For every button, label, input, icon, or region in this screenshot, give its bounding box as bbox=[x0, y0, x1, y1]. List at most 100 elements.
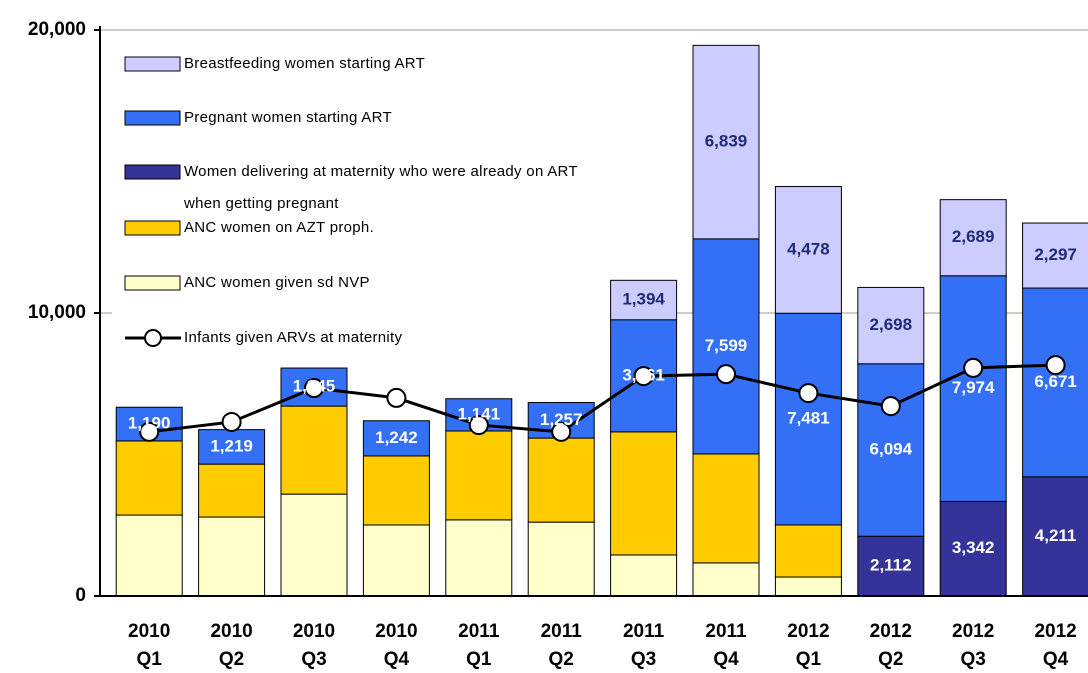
value-label: 6,839 bbox=[705, 132, 748, 151]
value-label: 6,671 bbox=[1034, 372, 1077, 391]
line-marker bbox=[386, 387, 407, 408]
legend-label-box: Pregnant women starting ART bbox=[184, 109, 392, 126]
line-marker bbox=[468, 415, 489, 436]
bar-segment bbox=[774, 524, 842, 578]
x-tick-label: Q2 bbox=[549, 649, 574, 670]
line-marker bbox=[963, 357, 984, 378]
value-label: 4,211 bbox=[1035, 526, 1077, 545]
value-label: 6,094 bbox=[870, 439, 913, 458]
y-tick-label: 10,000 bbox=[28, 302, 86, 323]
x-tick-label: Q1 bbox=[137, 649, 163, 670]
bar-segment bbox=[857, 363, 925, 537]
bar-segment bbox=[1022, 222, 1088, 289]
bar-segment bbox=[362, 420, 430, 457]
line-marker bbox=[633, 366, 654, 387]
value-label: 1,394 bbox=[622, 290, 665, 309]
legend-label-box: ANC women on AZT proph. bbox=[184, 219, 375, 236]
bar-segment bbox=[939, 500, 1007, 597]
legend-label: Pregnant women starting ART bbox=[184, 109, 392, 126]
legend-label-box: Breastfeeding women starting ART bbox=[184, 55, 426, 72]
bar-segment bbox=[115, 514, 183, 597]
value-label: 2,112 bbox=[870, 556, 912, 575]
bar-segment bbox=[610, 431, 678, 556]
x-tick-label: Q4 bbox=[713, 649, 739, 670]
bar-segment bbox=[610, 279, 678, 321]
bar-segment bbox=[198, 429, 266, 465]
legend-swatch bbox=[124, 56, 181, 72]
line-marker bbox=[139, 421, 160, 442]
legend-swatch bbox=[124, 110, 181, 126]
bar-segment bbox=[692, 562, 760, 597]
bar-segment bbox=[115, 440, 183, 516]
line-marker bbox=[1045, 355, 1066, 376]
legend-label-box: Infants given ARVs at maternity bbox=[184, 329, 403, 346]
x-tick-label: 2011 bbox=[705, 621, 747, 642]
bar-segment bbox=[692, 238, 760, 455]
bar-segment bbox=[692, 453, 760, 564]
x-tick-label: Q1 bbox=[466, 649, 492, 670]
value-label: 2,698 bbox=[870, 315, 913, 334]
legend-label: ANC women on AZT proph. bbox=[184, 219, 375, 236]
x-tick-label: 2010 bbox=[293, 621, 335, 642]
bar-segment bbox=[774, 312, 842, 526]
bar-segment bbox=[362, 455, 430, 526]
legend: Breastfeeding women starting ART Pregnant… bbox=[112, 40, 610, 358]
x-tick-label: Q3 bbox=[301, 649, 326, 670]
line-marker bbox=[716, 364, 736, 385]
value-label: 7,481 bbox=[787, 409, 830, 428]
line-marker bbox=[880, 396, 901, 417]
x-tick-label: 2010 bbox=[210, 621, 252, 642]
bar-segment bbox=[527, 437, 595, 523]
x-tick-label: 2011 bbox=[541, 621, 583, 642]
x-tick-label: Q3 bbox=[631, 649, 656, 670]
legend-swatch bbox=[124, 220, 181, 236]
value-label: 1,141 bbox=[458, 404, 501, 423]
y-tick-label: 0 bbox=[75, 585, 86, 606]
legend-label-box: Women delivering at maternity who were a… bbox=[184, 163, 577, 212]
line-marker bbox=[798, 383, 819, 404]
x-tick-label: Q1 bbox=[796, 649, 822, 670]
legend-swatch bbox=[124, 164, 181, 180]
line bbox=[149, 363, 1056, 434]
value-label: 1,257 bbox=[540, 410, 583, 429]
value-label: 1,190 bbox=[128, 414, 171, 433]
line-marker bbox=[221, 411, 242, 432]
x-tick-label: Q4 bbox=[1043, 649, 1069, 670]
x-tick-label: Q3 bbox=[961, 649, 986, 670]
bar-segment bbox=[445, 430, 513, 521]
value-label: 1,242 bbox=[375, 428, 418, 447]
bar-segment bbox=[939, 275, 1007, 502]
x-tick-label: 2012 bbox=[787, 621, 829, 642]
bar-segment bbox=[610, 554, 678, 597]
line-marker bbox=[551, 421, 572, 442]
legend-marker bbox=[144, 329, 162, 347]
x-tick-label: 2011 bbox=[458, 621, 500, 642]
bar-segment bbox=[280, 405, 348, 495]
legend-label: Breastfeeding women starting ART bbox=[184, 55, 426, 72]
x-tick-label: 2010 bbox=[128, 621, 170, 642]
legend-background bbox=[112, 40, 610, 358]
bar-segment bbox=[857, 535, 925, 597]
bar-segment bbox=[445, 519, 513, 597]
value-label: 3,342 bbox=[952, 538, 995, 557]
bar-segment bbox=[280, 493, 348, 597]
x-tick-label: 2012 bbox=[870, 621, 912, 642]
bar-segment bbox=[692, 44, 760, 240]
legend-label-box: ANC women given sd NVP bbox=[184, 274, 370, 291]
value-label: 4,478 bbox=[787, 239, 830, 258]
x-tick-label: Q2 bbox=[219, 649, 244, 670]
x-tick-label: 2011 bbox=[623, 621, 665, 642]
legend-label: Infants given ARVs at maternity bbox=[184, 329, 403, 346]
bar-segment bbox=[774, 186, 842, 314]
x-tick-label: 2012 bbox=[1034, 621, 1076, 642]
line-marker bbox=[304, 377, 324, 398]
bar-segment bbox=[527, 521, 595, 597]
x-tick-label: Q4 bbox=[384, 649, 410, 670]
value-label: 2,689 bbox=[952, 227, 995, 246]
legend-swatch bbox=[124, 275, 181, 291]
value-label: 7,974 bbox=[952, 378, 995, 397]
y-tick-label: 20,000 bbox=[28, 19, 86, 40]
x-tick-label: 2012 bbox=[952, 621, 994, 642]
value-label: 3,961 bbox=[622, 365, 665, 384]
